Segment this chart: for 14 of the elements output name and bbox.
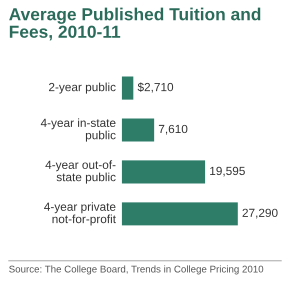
bar [122, 118, 154, 142]
data-label: $2,710 [138, 82, 174, 93]
bar [122, 202, 238, 226]
bar [122, 160, 206, 184]
source-note: Source: The College Board, Trends in College Pricing 2010 [9, 265, 264, 274]
data-label: 19,595 [210, 166, 245, 177]
y-tick-label: 2-year public [49, 82, 116, 94]
y-tick-label: 4-year in-state public [40, 118, 116, 142]
chart-title: Average Published Tuition and Fees, 2010-11 [9, 8, 260, 40]
y-tick-label: 4-year private not-for-profit [44, 202, 116, 226]
data-label: 7,610 [158, 124, 188, 135]
bar [122, 76, 134, 100]
data-label: 27,290 [242, 208, 278, 218]
y-tick-label: 4-year out-of- state public [45, 160, 116, 184]
